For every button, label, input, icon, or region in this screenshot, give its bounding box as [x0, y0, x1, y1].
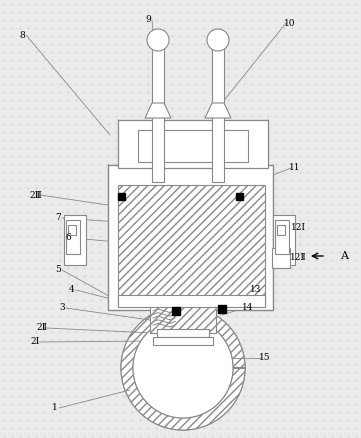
Bar — [108, 165, 273, 310]
Bar — [153, 337, 213, 345]
Bar — [66, 220, 80, 254]
Text: A: A — [340, 251, 348, 261]
Text: 12Ⅱ: 12Ⅱ — [290, 254, 306, 262]
Bar — [118, 193, 125, 200]
Polygon shape — [121, 306, 245, 430]
Bar — [150, 305, 216, 333]
Text: 14: 14 — [242, 304, 254, 312]
Bar — [118, 120, 268, 168]
Bar — [152, 40, 164, 182]
Text: 2Ⅲ: 2Ⅲ — [30, 191, 42, 199]
Bar — [68, 225, 76, 235]
Bar — [277, 225, 285, 235]
Bar — [157, 329, 209, 337]
Bar — [118, 185, 265, 305]
Bar — [272, 248, 290, 268]
Text: 2Ⅱ: 2Ⅱ — [36, 324, 48, 332]
Text: 12Ⅰ: 12Ⅰ — [291, 223, 305, 233]
Bar — [172, 307, 180, 315]
Circle shape — [207, 29, 229, 51]
Text: 6: 6 — [65, 233, 71, 243]
Text: 4: 4 — [69, 286, 75, 294]
Text: 2Ⅰ: 2Ⅰ — [30, 338, 40, 346]
Bar — [138, 130, 248, 162]
Polygon shape — [145, 103, 171, 118]
Text: 10: 10 — [284, 18, 296, 28]
Text: 13: 13 — [250, 286, 262, 294]
Bar — [64, 215, 86, 265]
Bar — [236, 193, 243, 200]
Circle shape — [133, 318, 233, 418]
Text: 11: 11 — [289, 163, 301, 173]
Bar — [218, 305, 226, 313]
Polygon shape — [205, 103, 231, 118]
Bar — [118, 295, 265, 307]
Text: 9: 9 — [145, 15, 151, 25]
Bar — [212, 40, 224, 182]
Circle shape — [147, 29, 169, 51]
Bar — [273, 215, 295, 265]
Bar — [275, 220, 289, 254]
Text: 15: 15 — [259, 353, 271, 363]
Circle shape — [121, 306, 245, 430]
Text: 3: 3 — [59, 304, 65, 312]
Text: 1: 1 — [52, 403, 58, 413]
Text: 5: 5 — [55, 265, 61, 275]
Text: 7: 7 — [55, 213, 61, 223]
Text: 8: 8 — [19, 31, 25, 39]
